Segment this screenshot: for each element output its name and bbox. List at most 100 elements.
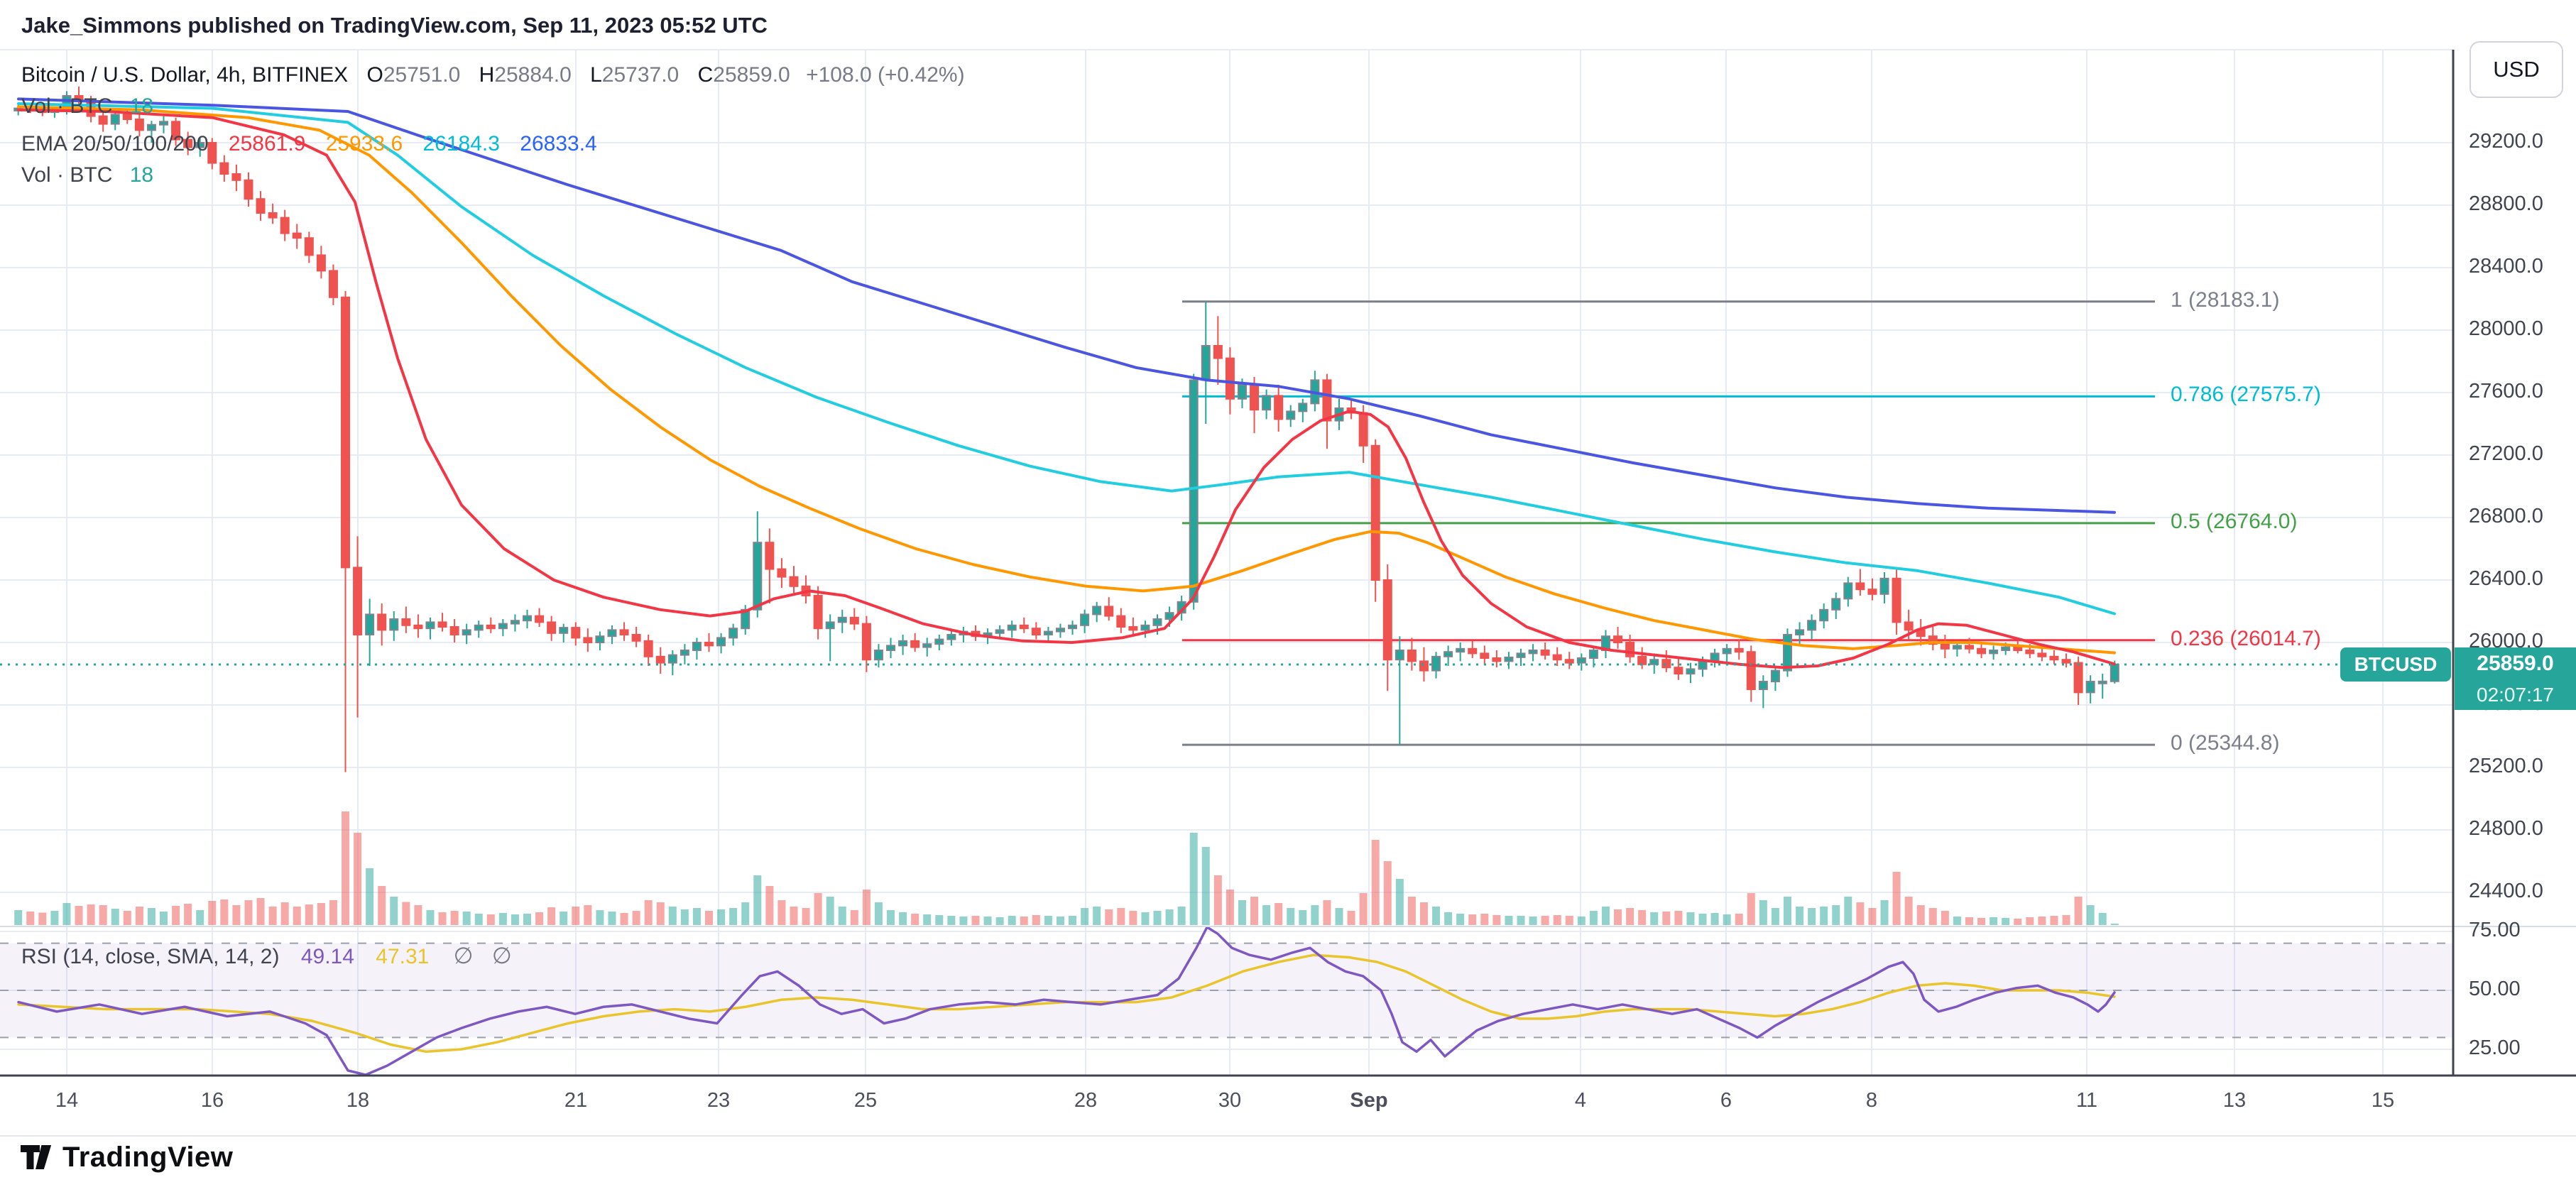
candle-body (2049, 655, 2059, 661)
candle-body (171, 121, 181, 141)
candle-body (1952, 645, 1962, 650)
candle-body (244, 179, 253, 200)
time-axis-label: 11 (2075, 1089, 2098, 1112)
candle-body (1625, 642, 1635, 657)
last-price-value: 25859.0 (2477, 652, 2554, 676)
volume-bar (1541, 916, 1549, 925)
candle-body (765, 542, 775, 570)
currency-toggle-button[interactable]: USD (2469, 41, 2563, 98)
volume-bar (1916, 905, 1925, 925)
price-axis-label: 24400.0 (2469, 880, 2543, 902)
volume-bar (1880, 900, 1889, 925)
volume-bar (1165, 909, 1174, 925)
volume-bar (1747, 893, 1755, 925)
candle-body (341, 296, 351, 569)
candle-body (1686, 668, 1696, 675)
volume-bar (2038, 917, 2046, 925)
volume-bar (947, 916, 956, 925)
volume-bar (280, 902, 289, 925)
candle-body (777, 568, 787, 578)
volume-bar (971, 916, 980, 925)
volume-legend-row-1[interactable]: Vol · BTC 18 (21, 91, 965, 122)
rsi-line (17, 926, 2116, 1076)
volume-bar (123, 911, 131, 925)
volume-value: 18 (129, 94, 154, 118)
volume-bar (1565, 916, 1573, 925)
volume-bar (1735, 914, 1743, 925)
volume-bar (305, 904, 313, 925)
volume-bar (983, 917, 992, 925)
volume-bar (1081, 908, 1089, 925)
candle-body (873, 650, 883, 661)
volume-bar (862, 890, 871, 925)
candle-body (1225, 357, 1235, 400)
candle-body (2085, 681, 2095, 694)
price-axis-label: 27600.0 (2469, 380, 2543, 403)
symbol-legend-row[interactable]: Bitcoin / U.S. Dollar, 4h, BITFINEX O257… (21, 60, 965, 91)
candle-body (1831, 598, 1841, 611)
volume-bar (1468, 914, 1477, 925)
rsi-legend-row[interactable]: RSI (14, close, SMA, 14, 2) 49.14 47.31 … (21, 942, 512, 970)
volume-bar (1407, 897, 1416, 925)
volume-bar (2062, 915, 2070, 925)
price-axis-label: 26400.0 (2469, 567, 2543, 590)
time-axis-label: 8 (1865, 1089, 1878, 1112)
volume-bar (1419, 902, 1428, 925)
candle-body (2097, 680, 2107, 684)
candle-body (1782, 634, 1792, 672)
volume-bar (244, 900, 253, 925)
empty-set-icon: ∅ (453, 943, 474, 968)
volume-bar (1529, 917, 1537, 925)
ema-legend-row[interactable]: EMA 20/50/100/200 25861.9 25933.6 26184.… (21, 128, 965, 160)
candle-body (1443, 651, 1453, 657)
candle-body (1807, 620, 1817, 631)
volume-bar (402, 902, 410, 925)
volume-bar (1275, 903, 1283, 925)
ohlc-change-value: +108.0 (+0.42%) (806, 63, 965, 87)
candle-body (1661, 659, 1671, 669)
volume-bar (1771, 908, 1779, 925)
volume-bar (1044, 916, 1052, 925)
candle-body (1977, 647, 1987, 655)
chart-legend: Bitcoin / U.S. Dollar, 4h, BITFINEX O257… (21, 60, 965, 191)
candle-body (1867, 589, 1877, 595)
candle-body (1552, 654, 1562, 661)
candle-body (607, 629, 617, 638)
footer-brand[interactable]: TradingView (20, 1142, 233, 1174)
volume-bar (1808, 908, 1816, 925)
candle-body (183, 138, 193, 148)
volume-bar (705, 911, 714, 925)
volume-legend-row-2[interactable]: Vol · BTC 18 (21, 160, 965, 191)
volume-bar (923, 914, 932, 925)
candle-body (861, 623, 871, 661)
volume-bar (1444, 912, 1453, 925)
volume-bar (462, 912, 471, 925)
rsi-ma-line (17, 953, 2116, 1054)
candle-body (401, 618, 411, 626)
volume-bar (523, 914, 532, 925)
volume-bar (1832, 905, 1840, 925)
volume-bar (135, 907, 143, 925)
candle-body (256, 198, 266, 214)
price-axis-label: 29200.0 (2469, 130, 2543, 153)
volume-bar (1020, 917, 1028, 925)
candle-body (1964, 645, 1974, 650)
candle-body (1468, 647, 1478, 655)
volume-bar (2014, 919, 2022, 925)
volume-bar (899, 912, 907, 925)
candle-body (1649, 659, 1659, 665)
candle-body (1431, 655, 1441, 672)
candle-body (716, 637, 726, 647)
volume-bar (1577, 917, 1586, 925)
volume-bar (1505, 916, 1513, 925)
candle-body (1576, 657, 1586, 664)
volume-bar (850, 910, 858, 925)
symbol-title[interactable]: Bitcoin / U.S. Dollar, 4h, BITFINEX (21, 63, 349, 87)
volume-bar (620, 913, 628, 925)
ema100-value: 26184.3 (422, 132, 500, 155)
candle-body (922, 643, 932, 648)
candle-body (789, 576, 799, 587)
empty-set-icon: ∅ (491, 943, 512, 968)
fib-level-label: 0.5 (26764.0) (2171, 509, 2298, 533)
